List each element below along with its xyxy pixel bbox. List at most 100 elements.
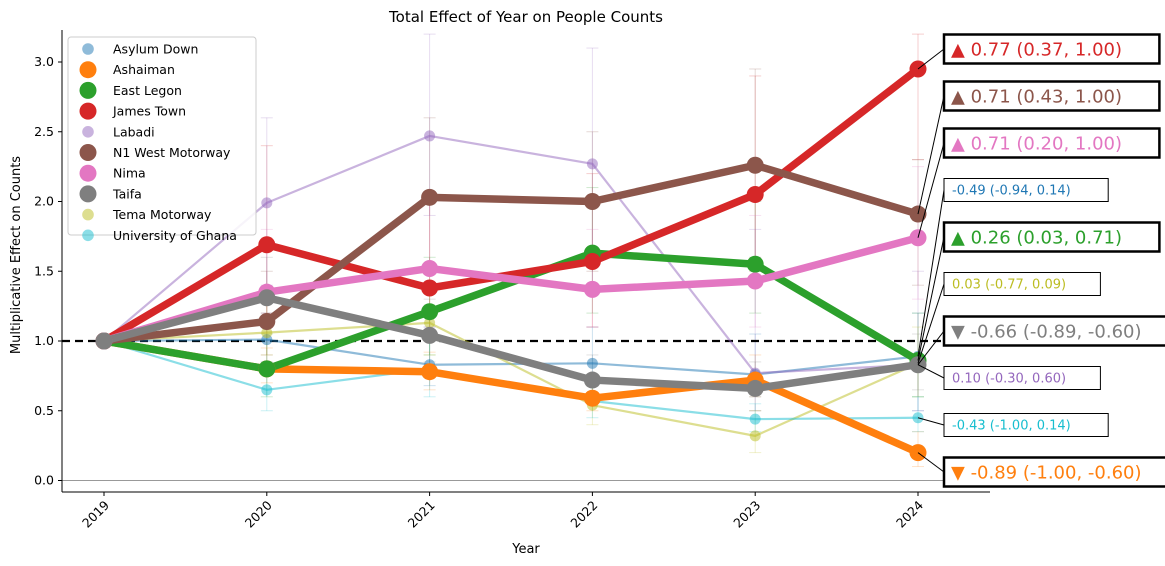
legend-marker	[79, 164, 97, 182]
data-point	[749, 413, 761, 425]
annotation-connector	[917, 330, 945, 366]
annotation-connector	[917, 236, 945, 361]
legend-marker	[82, 208, 94, 221]
data-point	[746, 186, 764, 204]
annotation-connector	[917, 95, 945, 215]
data-point	[424, 317, 436, 329]
series-line	[103, 321, 919, 437]
annotation-label: ▲ 0.71 (0.43, 1.00)	[951, 86, 1122, 107]
annotation-box	[942, 456, 1165, 488]
legend-marker	[82, 126, 94, 138]
y-tick-label: 2.5	[34, 124, 54, 139]
x-tick-label: 2024	[893, 497, 926, 530]
x-axis-label: Year	[511, 542, 540, 557]
annotation-label: ▲ 0.77 (0.37, 1.00)	[951, 39, 1122, 60]
data-point	[258, 360, 276, 378]
data-point	[583, 252, 601, 270]
annotation-connector	[917, 364, 945, 379]
y-tick-label: 3.0	[34, 54, 54, 69]
annotation-label: ▲ 0.71 (0.20, 1.00)	[951, 133, 1122, 154]
data-point	[421, 259, 439, 277]
legend-marker	[79, 61, 97, 79]
annotation-box	[942, 80, 1161, 112]
annotation-label: ▼ -0.89 (-1.00, -0.60)	[951, 462, 1142, 483]
data-point	[261, 327, 273, 339]
data-point	[421, 303, 439, 321]
annotation-box	[943, 178, 1109, 202]
data-point	[261, 197, 273, 209]
data-point	[583, 280, 601, 298]
legend-marker	[82, 43, 94, 55]
legend-label: N1 West Motorway	[113, 145, 231, 160]
x-tick-label: 2020	[242, 497, 275, 530]
annotation-label: ▼ -0.66 (-0.89, -0.60)	[951, 321, 1142, 342]
annotation-box	[943, 272, 1101, 296]
legend-label: East Legon	[113, 83, 182, 98]
annotation-connector	[917, 452, 945, 473]
legend-marker	[82, 229, 94, 242]
x-tick-label: 2019	[79, 497, 112, 530]
y-axis-label: Multiplicative Effect on Counts	[9, 156, 24, 354]
data-point	[424, 130, 436, 142]
annotation-label: 0.10 (-0.30, 0.60)	[952, 372, 1066, 387]
chart-title: Total Effect of Year on People Counts	[388, 8, 663, 26]
annotation-connector	[917, 417, 945, 426]
data-point	[746, 379, 764, 397]
data-point	[746, 272, 764, 290]
data-point	[258, 312, 276, 330]
annotations: ▲ 0.77 (0.37, 1.00) ▲ 0.71 (0.43, 1.00) ▲ …	[942, 33, 1165, 488]
annotation-connector	[917, 142, 945, 238]
y-tick-label: 1.0	[34, 333, 54, 348]
series-line	[103, 161, 920, 345]
legend-marker	[79, 185, 97, 203]
legend-label: Asylum Down	[113, 42, 198, 57]
legend-label: Tema Motorway	[112, 207, 212, 222]
legend-marker	[79, 102, 97, 120]
data-point	[746, 156, 764, 174]
data-point	[586, 158, 598, 170]
annotation-connector	[917, 48, 945, 70]
annotation-box	[942, 221, 1161, 253]
legend: Asylum Down Ashaiman East Legon James Town L…	[67, 36, 257, 243]
data-point	[746, 255, 764, 273]
y-tick-label: 2.0	[34, 194, 54, 209]
series-line	[102, 234, 919, 345]
legend-label: Nima	[113, 166, 146, 181]
x-tick-label: 2023	[730, 498, 763, 531]
legend-label: University of Ghana	[113, 228, 237, 243]
series-lines	[102, 66, 921, 457]
data-point	[258, 289, 276, 307]
y-tick-label: 0.5	[34, 403, 54, 418]
series-line	[103, 294, 919, 393]
annotation-label: 0.03 (-0.77, 0.09)	[952, 278, 1066, 293]
annotation-box	[942, 127, 1161, 159]
data-point	[583, 389, 601, 407]
data-point	[421, 279, 439, 297]
data-point	[583, 371, 601, 389]
annotation-box	[942, 315, 1165, 347]
data-point	[261, 384, 273, 396]
data-point	[421, 326, 439, 344]
y-tick-label: 0.0	[34, 473, 54, 488]
annotation-connectors	[917, 48, 945, 473]
legend-marker	[79, 144, 97, 161]
annotation-connector	[917, 189, 945, 357]
y-tick-label: 1.5	[34, 263, 54, 278]
annotation-box	[943, 366, 1101, 390]
annotation-connector	[917, 283, 945, 364]
reference-lines	[62, 339, 990, 481]
data-point	[95, 332, 113, 350]
annotation-label: -0.43 (-1.00, 0.14)	[952, 419, 1071, 434]
data-point	[586, 357, 598, 369]
legend-label: Ashaiman	[113, 62, 175, 77]
data-point	[749, 430, 761, 442]
annotation-box	[942, 33, 1161, 65]
x-tick-label: 2021	[405, 498, 438, 531]
data-point	[421, 363, 439, 381]
legend-label: Taifa	[112, 186, 142, 201]
data-point	[583, 193, 601, 210]
legend-label: James Town	[112, 104, 186, 119]
legend-marker	[79, 81, 97, 99]
annotation-label: -0.49 (-0.94, 0.14)	[952, 184, 1071, 199]
